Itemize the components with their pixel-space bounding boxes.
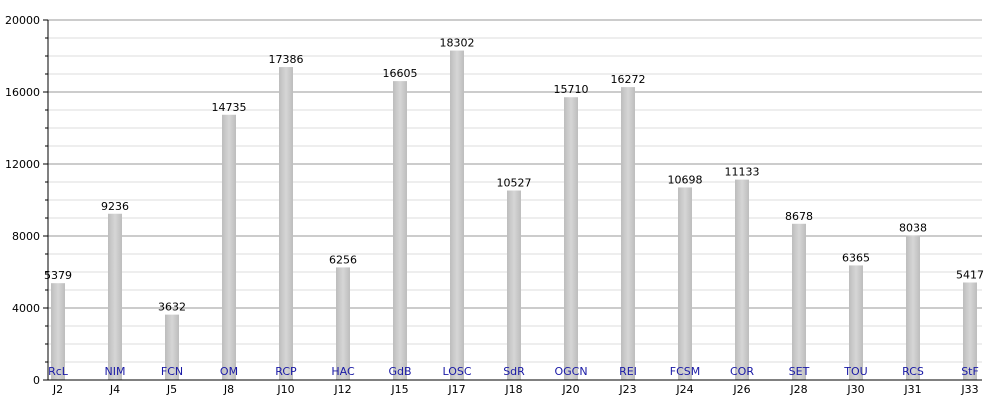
- y-tick-label: 0: [33, 374, 40, 387]
- x-tick-label: J17: [447, 383, 465, 396]
- bar-j15: [393, 81, 407, 381]
- bar-j20: [564, 97, 578, 380]
- bar-j2: [51, 283, 65, 380]
- value-label: 10698: [668, 173, 703, 186]
- team-label: SdR: [503, 365, 525, 378]
- x-tick-label: J26: [732, 383, 750, 396]
- x-tick-label: J10: [276, 383, 294, 396]
- y-tick-label: 8000: [12, 230, 40, 243]
- bar-j33: [963, 282, 977, 380]
- team-label: StF: [961, 365, 979, 378]
- bar-j31: [906, 235, 920, 380]
- label-layer: 5379 RcL 9236 NIM 3632 FCN 14735 OM 17386 RCP 6256…: [44, 37, 984, 378]
- bar-j23: [621, 87, 635, 380]
- bar-j26: [735, 179, 749, 380]
- bar-j24: [678, 187, 692, 380]
- y-tick-label: 4000: [12, 302, 40, 315]
- axis-layer: 0 4000 8000 12000 16000 20000 J2 J4 J5 J8 J10 J12 J1…: [5, 14, 982, 396]
- y-tick-label: 12000: [5, 158, 40, 171]
- x-tick-label: J31: [903, 383, 921, 396]
- x-tick-label: J24: [675, 383, 693, 396]
- team-label: FCSM: [670, 365, 700, 378]
- x-tick-label: J12: [333, 383, 351, 396]
- value-label: 5417: [956, 268, 984, 281]
- value-label: 18302: [440, 37, 475, 50]
- x-tick-label: J15: [390, 383, 408, 396]
- team-label: RCS: [902, 365, 924, 378]
- team-label: HAC: [331, 365, 355, 378]
- team-label: COR: [730, 365, 754, 378]
- value-label: 9236: [101, 200, 129, 213]
- value-label: 16272: [611, 73, 646, 86]
- x-tick-label: J30: [846, 383, 864, 396]
- y-tick-label: 20000: [5, 14, 40, 27]
- value-label: 5379: [44, 269, 72, 282]
- x-tick-label: J18: [504, 383, 522, 396]
- value-label: 8038: [899, 221, 927, 234]
- x-tick-label: J2: [52, 383, 63, 396]
- bar-j30: [849, 265, 863, 380]
- value-label: 14735: [212, 101, 247, 114]
- bar-j4: [108, 213, 122, 380]
- value-label: 15710: [554, 83, 589, 96]
- value-label: 6256: [329, 253, 357, 266]
- value-label: 8678: [785, 210, 813, 223]
- x-tick-label: J20: [561, 383, 579, 396]
- bar-j8: [222, 114, 236, 381]
- team-label: REI: [619, 365, 637, 378]
- x-tick-label: J8: [223, 383, 234, 396]
- team-label: SET: [789, 365, 810, 378]
- team-label: GdB: [388, 365, 411, 378]
- team-label: LOSC: [442, 365, 471, 378]
- team-label: RcL: [48, 365, 69, 378]
- bar-j12: [336, 267, 350, 380]
- bar-j5: [165, 314, 179, 380]
- bar-j28: [792, 223, 806, 380]
- team-label: FCN: [161, 365, 183, 378]
- x-tick-label: J4: [109, 383, 120, 396]
- team-label: NIM: [105, 365, 126, 378]
- team-label: TOU: [843, 365, 867, 378]
- team-label: OM: [220, 365, 238, 378]
- x-tick-label: J28: [789, 383, 807, 396]
- value-label: 11133: [725, 166, 760, 179]
- team-label: RCP: [275, 365, 297, 378]
- value-label: 3632: [158, 301, 186, 314]
- team-label: OGCN: [554, 365, 587, 378]
- bar-j10: [279, 67, 293, 380]
- x-tick-label: J33: [960, 383, 978, 396]
- value-label: 17386: [269, 53, 304, 66]
- y-tick-label: 16000: [5, 86, 40, 99]
- x-tick-label: J23: [618, 383, 636, 396]
- bar-j17: [450, 50, 464, 381]
- bar-j18: [507, 190, 521, 380]
- x-tick-label: J5: [166, 383, 177, 396]
- value-label: 6365: [842, 251, 870, 264]
- value-label: 16605: [383, 67, 418, 80]
- value-label: 10527: [497, 177, 532, 190]
- bar-layer: [51, 50, 977, 381]
